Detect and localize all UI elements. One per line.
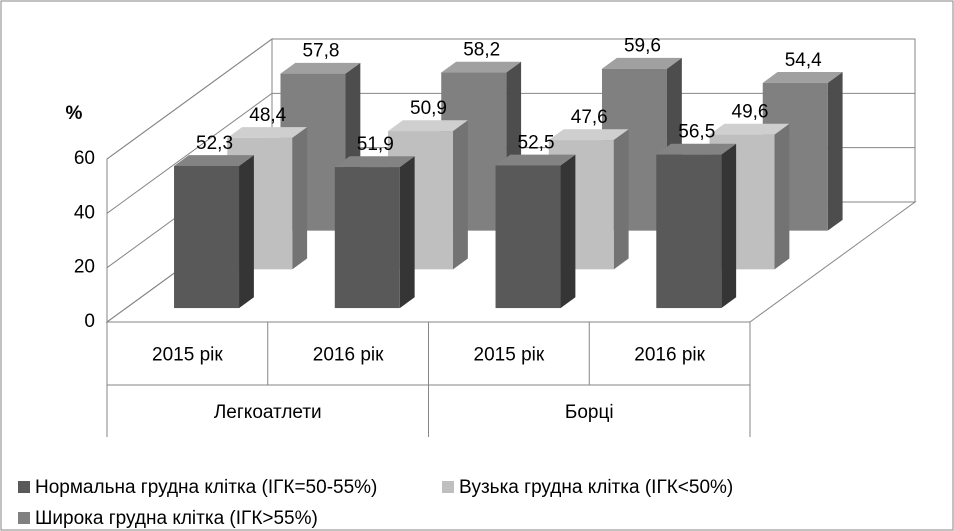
x-tick-label: 2015 рік bbox=[152, 345, 223, 366]
legend-swatch bbox=[18, 481, 30, 493]
bar bbox=[495, 154, 576, 309]
bar-top bbox=[174, 155, 254, 166]
bar-top bbox=[495, 154, 576, 166]
legend-label: Вузька грудна клітка (ІГК<50%) bbox=[459, 477, 733, 498]
bar-top bbox=[334, 156, 415, 168]
value-label: 48,4 bbox=[249, 105, 286, 126]
value-label: 51,9 bbox=[357, 134, 394, 155]
value-label: 59,6 bbox=[624, 36, 661, 57]
bar-side bbox=[292, 127, 308, 270]
legend-swatch bbox=[18, 512, 30, 524]
bar bbox=[174, 155, 254, 309]
bar-top bbox=[656, 143, 737, 155]
value-label: 58,2 bbox=[463, 40, 500, 61]
bar-top bbox=[548, 129, 629, 141]
legend-label: Нормальна грудна клітка (ІГК=50-55%) bbox=[35, 477, 377, 498]
bar bbox=[656, 143, 737, 309]
y-tick-label: 0 bbox=[84, 311, 95, 332]
group-label: Борці bbox=[565, 402, 614, 423]
y-tick-label: 60 bbox=[74, 148, 95, 169]
bar-top bbox=[762, 72, 843, 83]
bar-top bbox=[709, 123, 790, 135]
value-label: 54,4 bbox=[785, 50, 822, 71]
bar-top bbox=[280, 62, 361, 74]
y-axis-label: % bbox=[66, 103, 83, 124]
bar bbox=[334, 156, 415, 309]
bar-front bbox=[656, 154, 722, 309]
value-label: 52,5 bbox=[518, 132, 555, 153]
bar-side bbox=[827, 72, 843, 231]
value-label: 49,6 bbox=[732, 102, 769, 123]
y-tick-label: 20 bbox=[74, 257, 95, 278]
bar-top bbox=[388, 120, 468, 132]
group-label: Легкоатлети bbox=[214, 402, 322, 423]
grid-line bbox=[106, 92, 915, 214]
bar-side bbox=[239, 155, 254, 309]
grid-line bbox=[106, 38, 915, 160]
bar-top bbox=[441, 61, 522, 73]
bar-side bbox=[721, 143, 737, 309]
bar-top bbox=[601, 57, 682, 69]
bar-side bbox=[613, 129, 629, 270]
value-label: 52,3 bbox=[196, 133, 233, 154]
legend-swatch bbox=[442, 481, 454, 493]
x-tick-label: 2015 рік bbox=[474, 345, 545, 366]
value-label: 50,9 bbox=[410, 98, 447, 119]
bar-front bbox=[495, 165, 561, 309]
value-label: 47,6 bbox=[571, 107, 608, 128]
bar-side bbox=[560, 154, 576, 309]
value-label: 56,5 bbox=[678, 122, 715, 143]
bar-side bbox=[453, 120, 468, 270]
bar-front bbox=[334, 167, 400, 309]
y-tick-label: 40 bbox=[74, 202, 95, 223]
legend-label: Широка грудна клітка (ІГК>55%) bbox=[35, 508, 318, 529]
bar-side bbox=[399, 156, 415, 309]
x-tick-label: 2016 рік bbox=[634, 345, 705, 366]
value-label: 57,8 bbox=[302, 41, 339, 62]
x-tick-label: 2016 рік bbox=[313, 345, 384, 366]
bar-side bbox=[774, 123, 790, 270]
bar-top bbox=[227, 127, 308, 138]
bar-front bbox=[174, 165, 240, 309]
